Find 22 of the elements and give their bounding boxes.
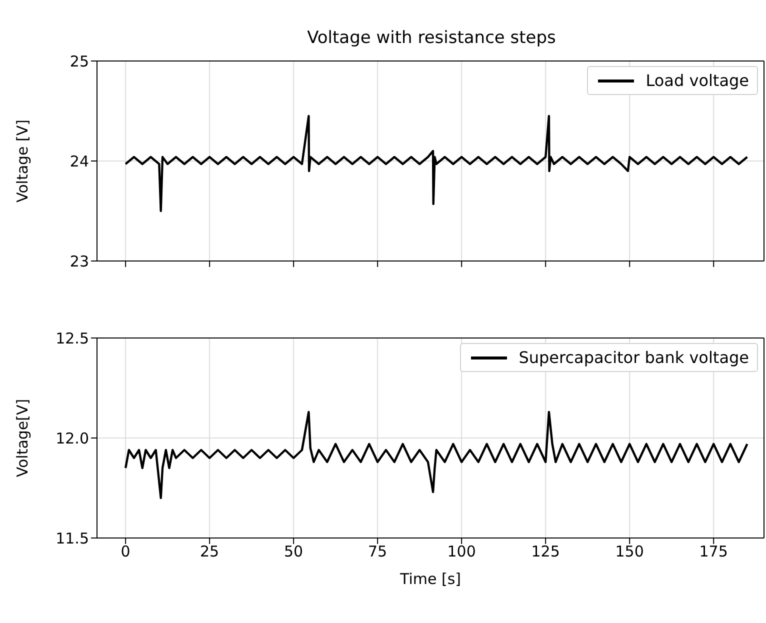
y-axis-title: Voltage[V] (13, 398, 32, 478)
x-axis-title: Time [s] (399, 570, 461, 588)
y-tick-label: 12.0 (56, 429, 89, 448)
x-tick-label: 125 (531, 542, 560, 561)
x-tick-label: 150 (615, 542, 644, 561)
line-series (124, 410, 748, 500)
chart-title: Voltage with resistance steps (306, 28, 557, 48)
y-tick-label: 23 (70, 252, 89, 270)
x-tick-label: 75 (368, 542, 388, 561)
x-tick-label: 100 (447, 542, 476, 561)
legend-label: Supercapacitor bank voltage (518, 348, 749, 367)
x-tick-label: 0 (120, 542, 130, 561)
y-tick-label: 25 (70, 52, 89, 70)
x-tick-label: 175 (699, 542, 728, 561)
x-tick-label: 50 (284, 542, 304, 561)
y-axis-title: Voltage [V] (13, 120, 32, 202)
x-tick-label: 25 (200, 542, 220, 561)
y-tick-label: 24 (70, 152, 89, 170)
y-tick-label: 12.5 (56, 329, 89, 348)
y-tick-label: 11.5 (56, 529, 89, 548)
legend-label: Load voltage (646, 71, 749, 90)
line-series (124, 114, 748, 212)
